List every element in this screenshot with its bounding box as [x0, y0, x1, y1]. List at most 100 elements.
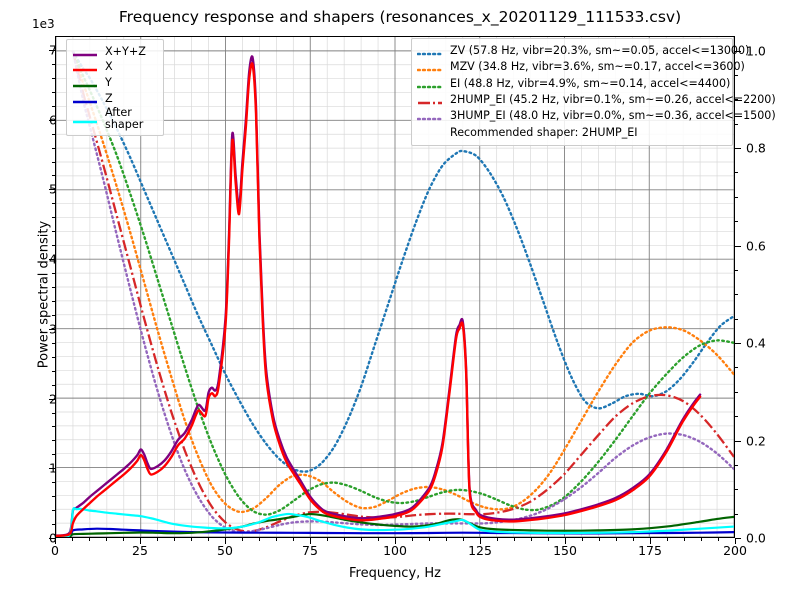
y-tick-label-right: 0.8 — [746, 140, 766, 156]
y-tick-mark-left-minor — [52, 426, 55, 428]
legend-line-sample — [72, 93, 98, 105]
y-tick-mark-right-minor — [735, 172, 738, 174]
y-tick-mark-right-minor — [735, 196, 738, 198]
y-tick-mark-left-minor — [52, 510, 55, 512]
y-tick-mark-right-minor — [735, 391, 738, 393]
x-tick-mark-minor — [293, 538, 294, 541]
psd-legend-label: Z — [105, 91, 113, 105]
y-tick-mark-right — [735, 343, 741, 345]
y-tick-mark-left-minor — [52, 300, 55, 302]
shaper-legend-item[interactable]: MZV (34.8 Hz, vibr=3.6%, sm~=0.17, accel… — [416, 59, 745, 75]
x-tick-mark-minor — [616, 538, 617, 541]
y-tick-label-right: 0.0 — [746, 530, 766, 546]
y-tick-mark-left-minor — [52, 287, 55, 288]
psd-legend-item[interactable]: Y — [72, 75, 157, 91]
x-tick-mark-minor — [429, 538, 430, 541]
y-tick-mark-right-minor — [735, 99, 738, 101]
shaper-legend-item[interactable]: ZV (57.8 Hz, vibr=20.3%, sm~=0.05, accel… — [416, 43, 749, 59]
y-tick-mark-left-minor — [52, 175, 55, 177]
x-tick-mark — [395, 538, 396, 544]
x-tick-mark-minor — [463, 538, 464, 541]
y-tick-mark-right-minor — [735, 464, 738, 466]
y-tick-mark-left-minor — [52, 63, 55, 65]
y-tick-mark-right-minor — [735, 269, 738, 271]
y-tick-mark-left-minor — [52, 105, 55, 107]
psd-legend-label: After shaper — [105, 106, 144, 131]
x-tick-label: 175 — [638, 543, 662, 558]
x-tick-mark-minor — [599, 538, 600, 541]
psd-legend: X+Y+Z X Y Z After shaper — [66, 39, 164, 137]
shaper-legend-label: MZV (34.8 Hz, vibr=3.6%, sm~=0.17, accel… — [450, 60, 745, 74]
x-tick-mark-minor — [531, 538, 532, 541]
shaper-legend-label: 2HUMP_EI (45.2 Hz, vibr=0.1%, sm~=0.26, … — [450, 93, 776, 107]
psd-legend-label: X+Y+Z — [105, 44, 146, 58]
y-tick-mark-right-minor — [735, 318, 738, 320]
x-axis-title: Frequency, Hz — [348, 566, 442, 581]
x-tick-label: 200 — [723, 543, 747, 558]
x-tick-mark-minor — [123, 538, 124, 541]
shaper-legend-item[interactable]: 2HUMP_EI (45.2 Hz, vibr=0.1%, sm~=0.26, … — [417, 92, 776, 108]
y-tick-mark-left — [49, 49, 55, 51]
y-tick-mark-left-minor — [52, 77, 55, 79]
y-tick-mark-left-minor — [52, 203, 55, 205]
y-tick-mark-right — [735, 245, 741, 247]
x-tick-label: 100 — [383, 543, 407, 558]
shaper-legend-item[interactable]: EI (48.8 Hz, vibr=4.9%, sm~=0.14, accel<… — [416, 76, 730, 92]
psd-legend-item[interactable]: X — [72, 60, 157, 76]
psd-legend-item[interactable]: Z — [72, 91, 157, 107]
y-tick-mark-left-minor — [52, 231, 55, 233]
y-tick-label-right: 0.6 — [746, 238, 766, 254]
psd-legend-label: X — [105, 60, 113, 74]
y-tick-mark-left-minor — [52, 440, 55, 442]
y-tick-mark-left-minor — [52, 147, 55, 149]
x-tick-mark-minor — [548, 538, 549, 541]
x-tick-label: 75 — [302, 543, 318, 558]
x-tick-label: 50 — [217, 543, 233, 558]
y-tick-mark-right — [735, 50, 741, 52]
x-tick-label: 25 — [132, 543, 148, 558]
shaper-curve-3hump_ei — [71, 50, 734, 534]
y-tick-mark-left — [49, 468, 55, 470]
x-tick-label: 150 — [553, 543, 577, 558]
y-tick-mark-right-minor — [735, 367, 738, 369]
legend-line-sample — [416, 110, 444, 122]
legend-spacer — [417, 127, 443, 139]
psd-legend-item[interactable]: X+Y+Z — [72, 44, 157, 60]
x-tick-mark-minor — [174, 538, 175, 541]
x-tick-mark-minor — [327, 538, 328, 541]
x-tick-mark — [310, 538, 311, 544]
shaper-legend: ZV (57.8 Hz, vibr=20.3%, sm~=0.05, accel… — [411, 38, 776, 146]
y-tick-mark-left-minor — [52, 273, 55, 275]
shaper-legend-item[interactable]: 3HUMP_EI (48.0 Hz, vibr=0.0%, sm~=0.36, … — [416, 108, 776, 124]
x-tick-mark-minor — [157, 538, 158, 541]
legend-line-sample — [416, 78, 444, 90]
y-tick-mark-left — [49, 189, 55, 191]
legend-line-sample — [416, 45, 444, 57]
y-axis-left-title: Power spectral density — [36, 220, 52, 369]
x-tick-mark-minor — [633, 538, 634, 541]
y-axis-offset-label: 1e3 — [32, 17, 55, 31]
x-tick-mark — [55, 538, 56, 544]
x-tick-label: 0 — [51, 543, 59, 558]
y-tick-mark-left-minor — [52, 245, 55, 247]
x-tick-mark — [140, 538, 141, 544]
shaper-curve-ei — [71, 50, 734, 516]
y-tick-mark-left-minor — [52, 314, 55, 316]
x-tick-mark — [225, 538, 226, 544]
psd-curve-y — [56, 512, 734, 537]
y-tick-mark-left-minor — [52, 342, 55, 344]
y-tick-mark-left — [49, 259, 55, 261]
chart-title: Frequency response and shapers (resonanc… — [118, 8, 682, 26]
y-tick-mark-left-minor — [52, 496, 55, 498]
x-tick-mark-minor — [106, 538, 107, 541]
y-tick-mark-right-minor — [735, 489, 738, 491]
psd-curve-after-shaper — [56, 506, 734, 537]
psd-legend-item[interactable]: After shaper — [72, 106, 157, 131]
x-tick-mark-minor — [208, 538, 209, 541]
recommended-shaper-row: Recommended shaper: 2HUMP_EI — [417, 124, 726, 140]
x-tick-mark-minor — [89, 538, 90, 541]
x-tick-mark-minor — [242, 538, 243, 541]
x-tick-mark — [565, 538, 566, 544]
shaper-curve-mzv — [71, 50, 734, 514]
